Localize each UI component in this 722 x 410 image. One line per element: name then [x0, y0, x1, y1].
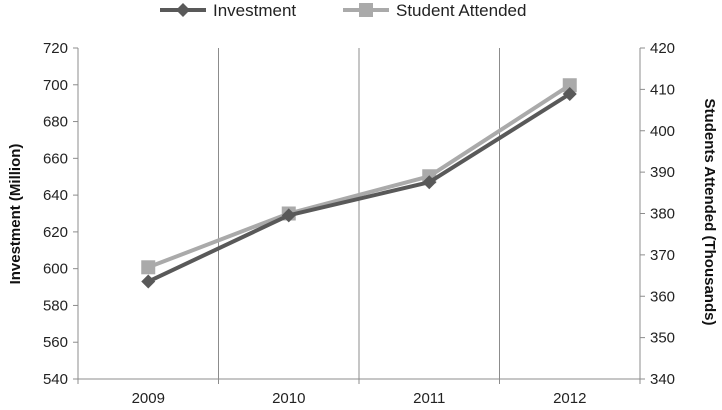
left-tick-label: 540 — [43, 371, 68, 388]
series-line-investment — [147, 92, 571, 284]
right-axis-ticks: 340 350 360 370 380 390 400 410 420 — [640, 40, 675, 388]
data-point-investment — [562, 86, 577, 101]
x-tick-label: 2009 — [132, 390, 165, 407]
left-axis-ticks: 540 560 580 600 620 640 660 680 700 720 — [43, 40, 78, 388]
left-tick-label: 720 — [43, 40, 68, 57]
left-tick-label: 580 — [43, 297, 68, 314]
left-tick-label: 560 — [43, 334, 68, 351]
right-tick-label: 370 — [650, 247, 675, 264]
right-tick-label: 420 — [650, 40, 675, 57]
x-tick-label: 2010 — [272, 390, 305, 407]
y-axis-title-right: Students Attended (Thousands) — [701, 99, 718, 326]
legend-label-investment: Investment — [213, 1, 296, 20]
data-point-student-attended — [141, 260, 156, 275]
series-investment — [141, 86, 577, 289]
legend-marker-student-attended — [359, 3, 373, 17]
left-tick-label: 680 — [43, 114, 68, 131]
data-point-student-attended — [562, 78, 577, 93]
right-tick-label: 360 — [650, 288, 675, 305]
y-axis-title-left: Investment (Million) — [7, 144, 24, 285]
legend-item-student-attended: Student Attended — [343, 1, 526, 20]
legend: Investment Student Attended — [160, 1, 526, 20]
left-tick-label: 620 — [43, 224, 68, 241]
vertical-gridlines — [218, 48, 500, 379]
left-tick-label: 700 — [43, 77, 68, 94]
data-point-investment — [141, 274, 156, 289]
data-point-investment — [422, 175, 437, 190]
data-point-investment — [281, 208, 296, 223]
left-tick-label: 660 — [43, 150, 68, 167]
x-tick-label: 2011 — [413, 390, 445, 407]
series-layer — [141, 78, 577, 289]
right-tick-label: 390 — [650, 164, 675, 181]
right-tick-label: 350 — [650, 330, 675, 347]
right-tick-label: 410 — [650, 81, 675, 98]
series-line-student-attended — [147, 83, 571, 270]
legend-marker-investment — [176, 3, 190, 17]
right-tick-label: 400 — [650, 123, 675, 140]
right-tick-label: 380 — [650, 206, 675, 223]
left-tick-label: 600 — [43, 261, 68, 278]
legend-item-investment: Investment — [160, 1, 296, 20]
left-tick-label: 640 — [43, 187, 68, 204]
x-axis-ticks: 2009 2010 2011 2012 — [77, 379, 641, 407]
x-tick-label: 2012 — [553, 390, 586, 407]
legend-label-student-attended: Student Attended — [396, 1, 526, 20]
right-tick-label: 340 — [650, 371, 675, 388]
